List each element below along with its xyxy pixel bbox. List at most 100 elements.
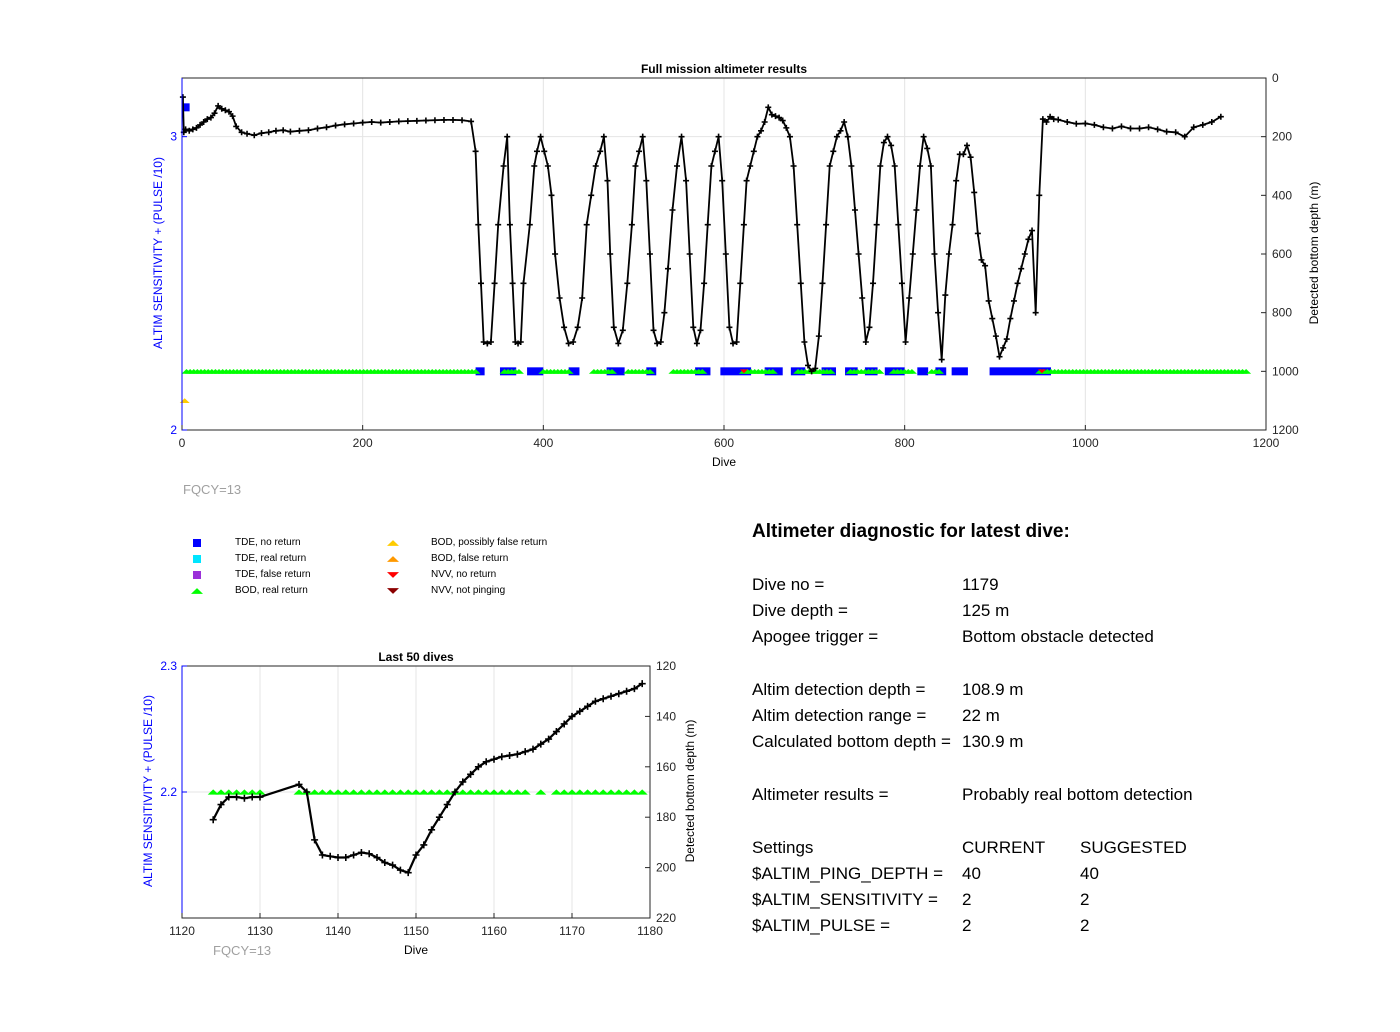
bottom-depth-point xyxy=(215,102,222,109)
bottom-depth-point xyxy=(686,251,693,257)
bottom-depth-point xyxy=(556,295,563,301)
bottom-depth-point xyxy=(615,690,623,698)
bottom-depth-point xyxy=(1136,125,1143,132)
bottom-depth-point xyxy=(949,221,956,228)
bottom-depth-point xyxy=(1043,119,1050,125)
bottom-depth-point xyxy=(747,163,754,169)
bottom-depth-point xyxy=(913,207,920,213)
bod-real-return-marker xyxy=(513,368,524,374)
bottom-depth-point xyxy=(287,128,294,135)
bottom-depth-point xyxy=(568,712,576,720)
bottom-depth-point xyxy=(877,163,884,169)
bottom-depth-point xyxy=(1154,126,1161,133)
x-tick-label: 200 xyxy=(353,436,373,450)
bottom-depth-point xyxy=(837,127,844,134)
dive-depth-value: 125 m xyxy=(962,601,1010,620)
bottom-depth-point xyxy=(357,848,365,856)
bottom-depth-point xyxy=(248,793,256,801)
bottom-depth-point xyxy=(989,315,996,322)
bottom-depth-point xyxy=(873,221,880,228)
bottom-depth-point xyxy=(848,163,855,169)
bottom-depth-point xyxy=(704,221,711,228)
dive-depth-label: Dive depth = xyxy=(752,601,848,620)
bod-real-return-marker xyxy=(589,789,601,795)
bottom-depth-point xyxy=(504,133,511,140)
bottom-depth-point xyxy=(740,221,747,228)
bottom-depth-point xyxy=(323,124,330,131)
bottom-depth-point xyxy=(487,339,494,345)
bottom-depth-point xyxy=(1127,125,1134,132)
tde-no-return-marker xyxy=(720,367,752,376)
setting-current: 2 xyxy=(962,916,972,935)
legend-label: NVV, not pinging xyxy=(431,585,506,596)
bottom-depth-point xyxy=(1100,124,1107,131)
bottom-depth-point xyxy=(1208,119,1215,125)
bottom-depth-point xyxy=(529,745,537,753)
bottom-depth-point xyxy=(459,778,467,786)
bottom-depth-point xyxy=(482,758,490,766)
bod-real-return-marker xyxy=(441,789,453,795)
full-mission-ylabel-left: ALTIM SENSITIVITY + (PULSE /10) xyxy=(151,157,165,349)
bod-real-return-marker xyxy=(628,789,640,795)
bottom-depth-point xyxy=(526,221,533,228)
y-right-tick-label: 800 xyxy=(1272,306,1292,320)
bottom-depth-point xyxy=(513,750,521,758)
bottom-depth-point xyxy=(467,770,475,778)
bottom-depth-point xyxy=(475,221,482,228)
bottom-depth-point xyxy=(830,148,837,155)
bottom-depth-point xyxy=(412,851,420,859)
bod-real-return-marker xyxy=(207,789,219,795)
legend-label: TDE, false return xyxy=(235,569,311,580)
bottom-depth-point xyxy=(404,118,411,125)
bod-real-return-marker xyxy=(293,789,305,795)
bottom-depth-point xyxy=(646,251,653,257)
bottom-depth-point xyxy=(561,324,568,331)
bottom-depth-point xyxy=(790,163,797,169)
bottom-depth-point xyxy=(472,148,479,155)
bod-real-return-marker xyxy=(363,789,375,795)
tde-no-return-marker xyxy=(475,367,485,376)
bod-real-return-marker xyxy=(465,789,477,795)
bottom-depth-point xyxy=(420,841,428,849)
bottom-depth-point xyxy=(674,163,681,169)
legend-symbol xyxy=(193,555,201,563)
bottom-depth-point xyxy=(906,295,913,301)
bottom-depth-point xyxy=(607,251,614,257)
bottom-depth-point xyxy=(258,130,265,137)
bottom-depth-point xyxy=(708,163,715,169)
nvv-no-return-marker xyxy=(1037,369,1046,374)
settings-label: Settings xyxy=(752,838,814,857)
bottom-depth-point xyxy=(1032,309,1039,316)
setting-name: $ALTIM_PING_DEPTH = xyxy=(752,864,943,883)
x-tick-label: 1140 xyxy=(325,924,351,938)
bottom-depth-point xyxy=(186,127,193,134)
tde-no-return-marker xyxy=(568,367,580,376)
bottom-depth-point xyxy=(917,163,924,169)
bottom-depth-point xyxy=(884,133,891,140)
setting-suggested: 40 xyxy=(1080,864,1099,883)
last-50-depth-series xyxy=(209,680,646,877)
bottom-depth-point xyxy=(474,763,482,771)
setting-current: 40 xyxy=(962,864,981,883)
altim-range-label: Altim detection range = xyxy=(752,706,927,725)
bottom-depth-point xyxy=(891,163,898,169)
bottom-depth-point xyxy=(295,780,303,788)
bod-real-return-marker xyxy=(470,368,481,374)
bod-real-return-marker xyxy=(906,368,917,374)
bottom-depth-point xyxy=(866,324,873,331)
full-mission-status-markers xyxy=(179,103,1252,404)
bottom-depth-point xyxy=(826,163,833,169)
bottom-depth-point xyxy=(833,133,840,140)
bottom-depth-point xyxy=(574,324,581,331)
bottom-depth-point xyxy=(768,111,775,118)
bottom-depth-point xyxy=(332,122,339,129)
bottom-depth-point xyxy=(754,133,761,140)
legend-triangle xyxy=(387,588,399,594)
bottom-depth-point xyxy=(443,801,451,809)
apogee-label: Apogee trigger = xyxy=(752,627,879,646)
bottom-depth-point xyxy=(650,327,657,334)
bottom-depth-point xyxy=(638,680,646,688)
x-tick-label: 600 xyxy=(714,436,734,450)
x-tick-label: 1000 xyxy=(1072,436,1099,450)
x-tick-label: 400 xyxy=(533,436,553,450)
